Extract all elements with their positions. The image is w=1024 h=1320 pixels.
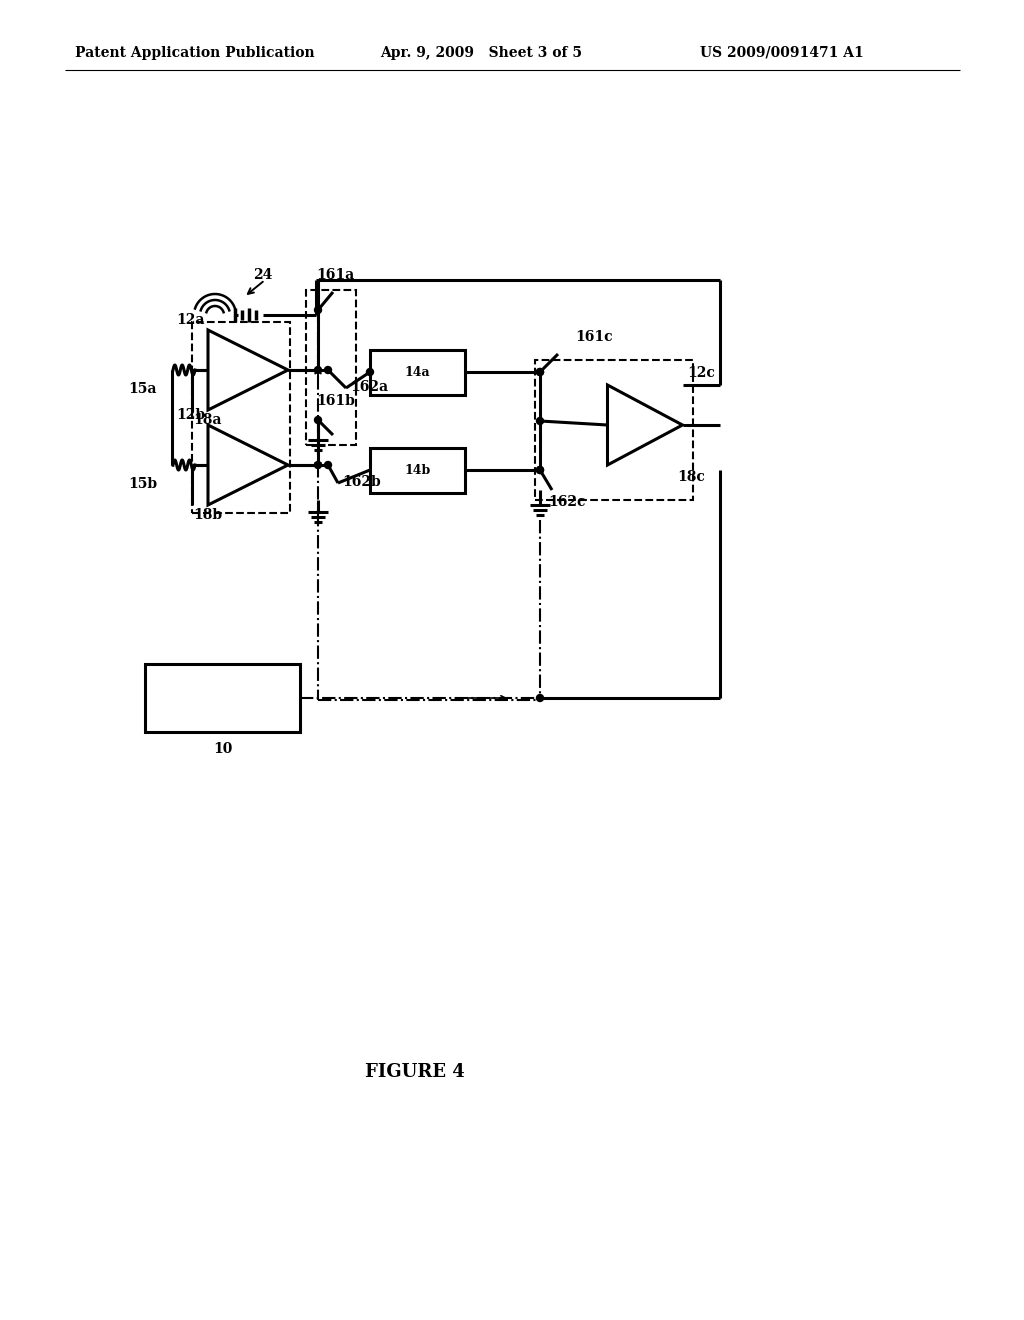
- Bar: [306, 290, 356, 445]
- Bar: [370, 447, 465, 492]
- Text: 12b: 12b: [176, 408, 205, 422]
- Circle shape: [314, 417, 322, 424]
- Text: Patent Application Publication: Patent Application Publication: [75, 46, 314, 59]
- Text: 18b: 18b: [193, 508, 222, 521]
- Circle shape: [537, 368, 544, 375]
- Bar: [370, 350, 465, 395]
- Circle shape: [325, 367, 332, 374]
- Text: 15a: 15a: [128, 381, 157, 396]
- Text: 162a: 162a: [350, 380, 388, 393]
- Text: 14a: 14a: [404, 366, 430, 379]
- Text: 14b: 14b: [404, 463, 431, 477]
- Circle shape: [537, 368, 544, 375]
- Bar: [193, 322, 290, 513]
- Text: FIGURE 4: FIGURE 4: [366, 1063, 465, 1081]
- Circle shape: [314, 462, 322, 469]
- Text: 161b: 161b: [316, 393, 355, 408]
- Circle shape: [314, 306, 322, 314]
- Text: 161c: 161c: [575, 330, 612, 345]
- Text: 10: 10: [213, 742, 232, 756]
- Circle shape: [325, 462, 332, 469]
- Text: 161a: 161a: [316, 268, 354, 282]
- Circle shape: [537, 417, 544, 425]
- Circle shape: [537, 694, 544, 701]
- Circle shape: [314, 367, 322, 374]
- Circle shape: [367, 368, 374, 375]
- Text: US 2009/0091471 A1: US 2009/0091471 A1: [700, 46, 864, 59]
- Text: 12a: 12a: [176, 313, 205, 327]
- Bar: [145, 664, 300, 733]
- Text: 15b: 15b: [128, 477, 157, 491]
- Circle shape: [537, 466, 544, 474]
- Text: 162c: 162c: [548, 495, 586, 510]
- Text: 24: 24: [253, 268, 272, 282]
- Text: 12c: 12c: [687, 366, 716, 380]
- Text: 162b: 162b: [342, 475, 381, 488]
- Text: 18c: 18c: [678, 470, 706, 484]
- Bar: [535, 360, 692, 500]
- Circle shape: [537, 466, 544, 474]
- Text: 18a: 18a: [193, 413, 221, 426]
- Text: Apr. 9, 2009   Sheet 3 of 5: Apr. 9, 2009 Sheet 3 of 5: [380, 46, 582, 59]
